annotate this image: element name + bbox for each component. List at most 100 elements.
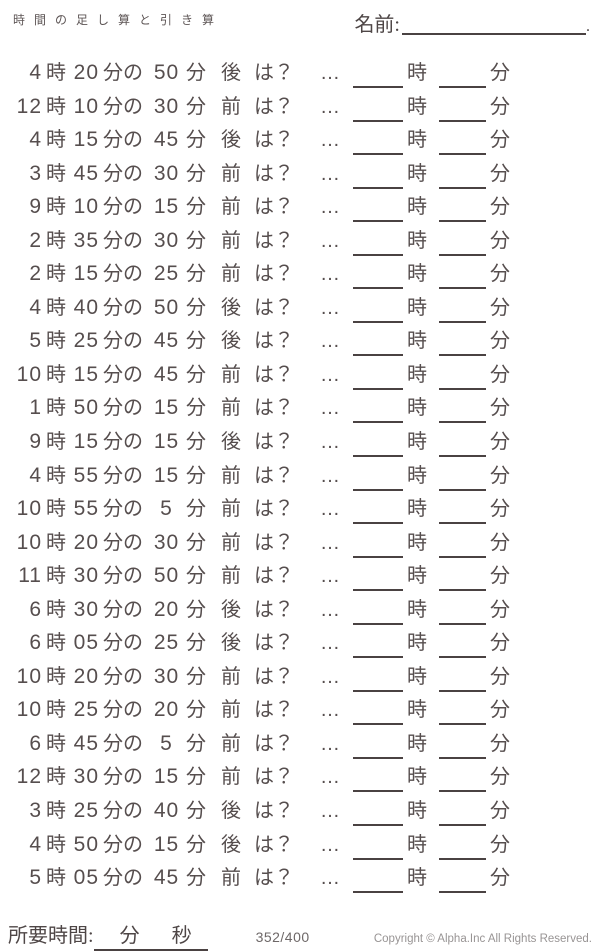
answer-minute-blank[interactable] bbox=[439, 153, 486, 156]
answer-minute-blank[interactable] bbox=[439, 320, 486, 323]
answer-minute-blank[interactable] bbox=[439, 555, 486, 558]
elapsed-time-field: 所要時間: 分秒 bbox=[8, 919, 208, 951]
delta-minute-value: 30 bbox=[153, 530, 180, 554]
question-label: は？ bbox=[254, 665, 294, 688]
answer-hour-blank[interactable] bbox=[353, 119, 403, 122]
answer-hour-blank[interactable] bbox=[353, 522, 403, 525]
answer-hour-blank[interactable] bbox=[353, 790, 403, 793]
answer-hour-blank[interactable] bbox=[353, 589, 403, 592]
answer-minute-blank[interactable] bbox=[439, 220, 486, 223]
answer-hour-unit: 時 bbox=[407, 162, 427, 185]
answer-minute-blank[interactable] bbox=[439, 488, 486, 491]
answer-minute-blank[interactable] bbox=[439, 723, 486, 726]
answer-hour-blank[interactable] bbox=[353, 488, 403, 491]
ellipsis: … bbox=[320, 397, 340, 420]
minute-value: 15 bbox=[73, 128, 99, 152]
answer-hour-blank[interactable] bbox=[353, 891, 403, 894]
answer-minute-blank[interactable] bbox=[439, 756, 486, 759]
elapsed-time-input-line[interactable]: 分秒 bbox=[93, 919, 208, 951]
problem-row: 6 時 45 分の 5 分前は？… 時分 bbox=[0, 727, 600, 761]
name-input-line[interactable] bbox=[402, 33, 586, 35]
answer-minute-unit: 分 bbox=[490, 699, 510, 722]
direction-label: 後 bbox=[221, 330, 241, 353]
answer-hour-blank[interactable] bbox=[353, 153, 403, 156]
answer-hour-blank[interactable] bbox=[353, 387, 403, 390]
hour-value: 4 bbox=[29, 295, 42, 319]
direction-label: 前 bbox=[221, 699, 241, 722]
answer-minute-blank[interactable] bbox=[439, 354, 486, 357]
delta-minute-value: 15 bbox=[153, 396, 180, 420]
page-title: 時間の足し算と引き算 bbox=[13, 13, 224, 27]
answer-hour-blank[interactable] bbox=[353, 186, 403, 189]
answer-hour-unit: 時 bbox=[407, 665, 427, 688]
hour-unit: 時 bbox=[46, 598, 66, 621]
answer-hour-blank[interactable] bbox=[353, 86, 403, 88]
answer-hour-blank[interactable] bbox=[353, 320, 403, 323]
answer-minute-blank[interactable] bbox=[439, 857, 486, 860]
answer-minute-blank[interactable] bbox=[439, 522, 486, 525]
minute-value: 45 bbox=[73, 731, 99, 755]
ellipsis: … bbox=[320, 867, 340, 890]
answer-minute-blank[interactable] bbox=[439, 891, 486, 894]
answer-hour-unit: 時 bbox=[407, 129, 427, 152]
answer-hour-blank[interactable] bbox=[353, 824, 403, 827]
answer-minute-blank[interactable] bbox=[439, 455, 486, 458]
answer-hour-blank[interactable] bbox=[353, 689, 403, 692]
answer-hour-blank[interactable] bbox=[353, 455, 403, 458]
minute-unit: 分 bbox=[186, 800, 206, 823]
answer-hour-blank[interactable] bbox=[353, 622, 403, 625]
delta-minute-value: 50 bbox=[153, 61, 180, 84]
direction-label: 前 bbox=[221, 196, 241, 219]
answer-minute-blank[interactable] bbox=[439, 119, 486, 122]
hour-unit: 時 bbox=[46, 363, 66, 386]
hour-value: 10 bbox=[16, 362, 42, 386]
answer-hour-unit: 時 bbox=[407, 62, 427, 84]
answer-hour-blank[interactable] bbox=[353, 555, 403, 558]
answer-hour-blank[interactable] bbox=[353, 857, 403, 860]
answer-minute-blank[interactable] bbox=[439, 86, 486, 88]
ellipsis: … bbox=[320, 95, 340, 118]
answer-hour-blank[interactable] bbox=[353, 220, 403, 223]
answer-minute-blank[interactable] bbox=[439, 421, 486, 424]
answer-hour-unit: 時 bbox=[407, 833, 427, 856]
delta-minute-value: 15 bbox=[153, 832, 180, 856]
progress-counter: 352/400 bbox=[255, 928, 310, 945]
answer-hour-blank[interactable] bbox=[353, 656, 403, 659]
question-label: は？ bbox=[254, 62, 294, 84]
answer-minute-blank[interactable] bbox=[439, 186, 486, 189]
answer-hour-blank[interactable] bbox=[353, 354, 403, 357]
question-label: は？ bbox=[254, 867, 294, 890]
answer-hour-blank[interactable] bbox=[353, 287, 403, 290]
minute-value: 30 bbox=[73, 597, 99, 621]
minute-unit: 分 bbox=[186, 766, 206, 789]
minute-unit: 分 bbox=[186, 732, 206, 755]
minute-of-unit: 分の bbox=[103, 464, 143, 487]
ellipsis: … bbox=[320, 598, 340, 621]
minute-unit: 分 bbox=[186, 867, 206, 890]
answer-minute-blank[interactable] bbox=[439, 387, 486, 390]
minute-unit: 分 bbox=[186, 431, 206, 454]
answer-hour-blank[interactable] bbox=[353, 756, 403, 759]
answer-hour-blank[interactable] bbox=[353, 723, 403, 726]
hour-value: 4 bbox=[29, 128, 42, 152]
answer-minute-blank[interactable] bbox=[439, 656, 486, 659]
answer-minute-blank[interactable] bbox=[439, 689, 486, 692]
name-label: 名前: bbox=[354, 14, 400, 36]
ellipsis: … bbox=[320, 330, 340, 353]
answer-minute-blank[interactable] bbox=[439, 790, 486, 793]
minute-of-unit: 分の bbox=[103, 330, 143, 353]
delta-minute-value: 25 bbox=[153, 631, 180, 655]
answer-minute-blank[interactable] bbox=[439, 287, 486, 290]
answer-minute-unit: 分 bbox=[490, 62, 510, 84]
question-label: は？ bbox=[254, 699, 294, 722]
minute-unit: 分 bbox=[186, 632, 206, 655]
answer-minute-blank[interactable] bbox=[439, 824, 486, 827]
answer-minute-blank[interactable] bbox=[439, 589, 486, 592]
answer-minute-blank[interactable] bbox=[439, 622, 486, 625]
answer-minute-blank[interactable] bbox=[439, 253, 486, 256]
hour-value: 5 bbox=[29, 329, 42, 353]
answer-hour-blank[interactable] bbox=[353, 421, 403, 424]
answer-hour-blank[interactable] bbox=[353, 253, 403, 256]
delta-minute-value: 5 bbox=[160, 497, 173, 521]
minute-of-unit: 分の bbox=[103, 565, 143, 588]
